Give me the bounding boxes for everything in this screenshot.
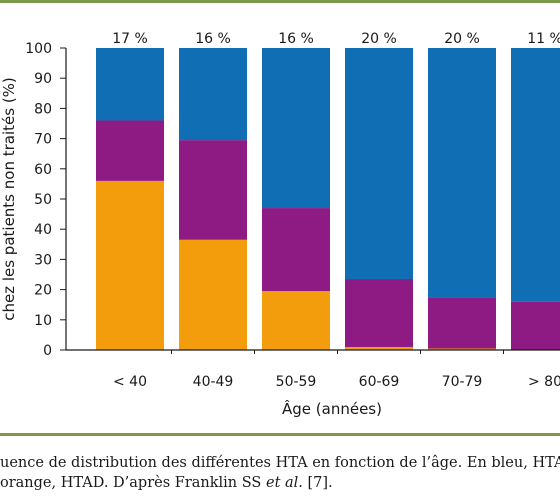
bar-segment [428,348,496,350]
bar-segment [345,48,413,280]
bar-top-label: 11 % [527,31,560,47]
bar-top-label: 17 % [112,31,148,47]
bar-segment [262,208,330,292]
axes-layer [60,47,560,354]
y-tick-label: 20 [34,283,52,299]
bar-segment [511,48,560,302]
y-tick-label: 50 [34,192,52,208]
stacked-bar-chart: 17 % < 40 16 % 40-49 16 % 50-59 20 % 60-69 20 % 7… [0,31,560,418]
bar-segment [96,48,164,121]
labels-layer: 17 % < 40 16 % 40-49 16 % 50-59 20 % 60-69 20 % 7… [0,31,560,418]
bar-segment [345,279,413,347]
y-tick-label: 90 [34,71,52,87]
bar-segment [96,180,164,350]
x-tick-label: < 40 [113,374,147,390]
bar-segment [345,346,413,350]
bar-segment [179,48,247,141]
caption-line-2-end: [7]. [302,475,333,491]
y-axis-title: chez les patients non traités (%) [0,77,18,321]
bar-segment [179,140,247,240]
y-tick-label: 100 [25,41,52,57]
x-axis-title: Âge (années) [282,399,382,418]
x-tick-label: 60-69 [359,374,400,390]
y-tick-label: 40 [34,222,52,238]
figure-caption: uence de distribution des différentes HT… [0,453,560,493]
x-tick-label: 70-79 [442,374,483,390]
bar-top-label: 20 % [444,31,480,47]
x-tick-label: 40-49 [193,374,234,390]
y-tick-label: 60 [34,162,52,178]
y-tick-label: 70 [34,132,52,148]
y-tick-label: 30 [34,252,52,268]
bar-segment [179,239,247,350]
bar-segment [262,48,330,209]
bar-top-label: 16 % [278,31,314,47]
bars-layer [96,48,560,350]
bar-top-label: 16 % [195,31,231,47]
caption-line-2-italic: et al. [265,475,303,491]
x-tick-label: > 80 [528,374,560,390]
caption-line-1: uence de distribution des différentes HT… [0,455,560,471]
top-divider [0,0,560,3]
bar-segment [96,120,164,181]
bar-top-label: 20 % [361,31,397,47]
y-tick-label: 0 [43,343,52,359]
caption-line-2-start: orange, HTAD. D’après Franklin SS [0,475,266,491]
bar-segment [262,291,330,350]
bar-segment [511,301,560,350]
bar-segment [428,297,496,349]
bar-segment [428,48,496,298]
x-tick-label: 50-59 [276,374,317,390]
y-tick-label: 10 [34,313,52,329]
bottom-divider [0,433,560,436]
caption-line-2: orange, HTAD. D’après Franklin SS et al.… [0,473,560,493]
y-tick-label: 80 [34,101,52,117]
